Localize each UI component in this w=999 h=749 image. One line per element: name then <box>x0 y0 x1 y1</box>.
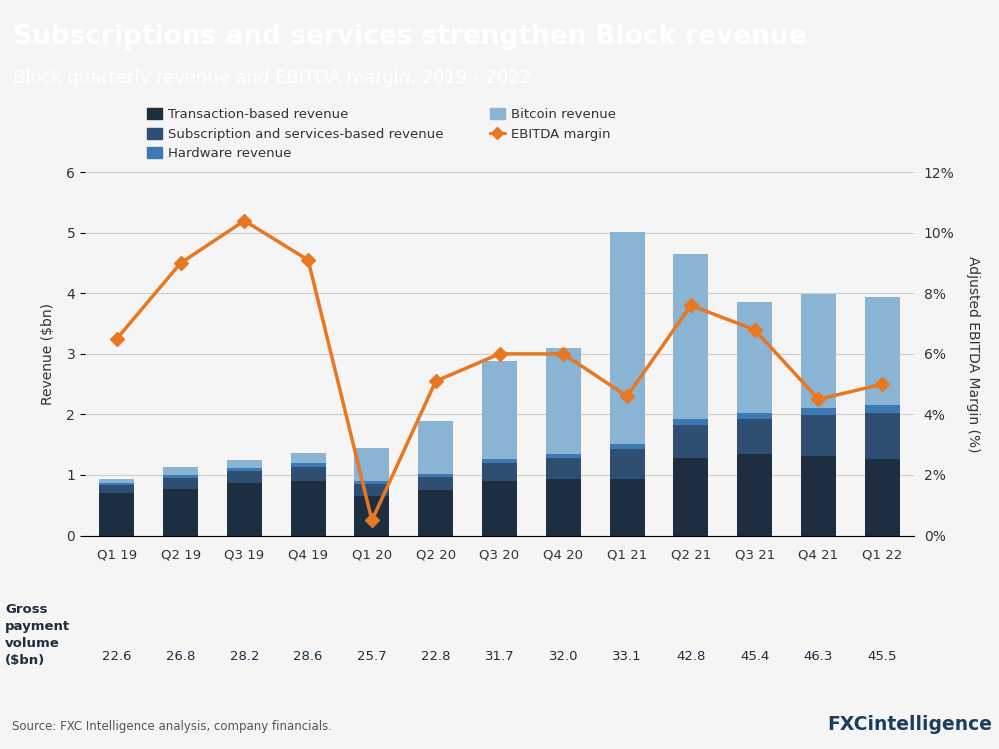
Legend: Transaction-based revenue, Subscription and services-based revenue, Hardware rev: Transaction-based revenue, Subscription … <box>142 103 621 166</box>
Text: 42.8: 42.8 <box>676 650 705 663</box>
Bar <box>291 467 326 481</box>
Text: 45.4: 45.4 <box>740 650 769 663</box>
Bar <box>355 484 390 496</box>
Text: 46.3: 46.3 <box>804 650 833 663</box>
Bar <box>163 475 198 478</box>
Text: 31.7: 31.7 <box>485 650 514 663</box>
Text: 28.2: 28.2 <box>230 650 259 663</box>
Bar <box>609 449 644 479</box>
Bar <box>227 483 262 536</box>
Bar <box>482 463 517 481</box>
Text: FXCintelligence: FXCintelligence <box>827 715 992 734</box>
Text: 33.1: 33.1 <box>612 650 642 663</box>
Bar <box>673 254 708 419</box>
Bar <box>227 461 262 467</box>
Bar <box>355 496 390 536</box>
Text: 26.8: 26.8 <box>166 650 195 663</box>
Bar <box>163 467 198 475</box>
Bar <box>737 413 772 419</box>
Y-axis label: Revenue ($bn): Revenue ($bn) <box>41 303 55 405</box>
Bar <box>99 485 134 493</box>
Bar <box>801 455 836 536</box>
Text: 32.0: 32.0 <box>548 650 578 663</box>
Bar <box>355 449 390 481</box>
Bar <box>482 459 517 463</box>
Bar <box>865 405 900 413</box>
Text: Subscriptions and services strengthen Block revenue: Subscriptions and services strengthen Bl… <box>13 24 806 49</box>
Bar <box>673 425 708 458</box>
Text: 22.6: 22.6 <box>102 650 132 663</box>
Bar <box>609 479 644 536</box>
Bar <box>865 297 900 405</box>
Bar <box>673 458 708 536</box>
Bar <box>801 407 836 415</box>
Bar <box>291 452 326 464</box>
Bar <box>419 420 454 474</box>
Bar <box>545 458 580 479</box>
Bar <box>801 415 836 455</box>
Bar <box>737 303 772 413</box>
Bar <box>163 489 198 536</box>
Bar <box>419 477 454 490</box>
Bar <box>737 419 772 454</box>
Bar <box>609 444 644 449</box>
Bar <box>545 455 580 458</box>
Text: FXC: FXC <box>0 748 1 749</box>
Text: intelligence®: intelligence® <box>0 748 1 749</box>
Text: 22.8: 22.8 <box>421 650 451 663</box>
Bar <box>355 481 390 484</box>
Bar <box>227 467 262 471</box>
Text: 28.6: 28.6 <box>294 650 323 663</box>
Bar <box>737 454 772 536</box>
Bar <box>865 413 900 458</box>
Text: 45.5: 45.5 <box>867 650 897 663</box>
Bar <box>99 479 134 483</box>
Bar <box>609 231 644 444</box>
Bar <box>801 294 836 407</box>
Bar <box>227 471 262 483</box>
Text: Gross
payment
volume
($bn): Gross payment volume ($bn) <box>5 603 70 667</box>
Bar <box>545 479 580 536</box>
Text: Source: FXC Intelligence analysis, company financials.: Source: FXC Intelligence analysis, compa… <box>12 720 332 733</box>
Text: 25.7: 25.7 <box>357 650 387 663</box>
Bar <box>673 419 708 425</box>
Bar <box>482 360 517 459</box>
Text: Block quarterly revenue and EBITDA margin, 2019 - 2022: Block quarterly revenue and EBITDA margi… <box>13 69 531 87</box>
Bar <box>419 490 454 536</box>
Bar <box>545 348 580 455</box>
Bar <box>482 481 517 536</box>
Bar <box>291 464 326 467</box>
Y-axis label: Adjusted EBITDA Margin (%): Adjusted EBITDA Margin (%) <box>966 255 980 452</box>
Bar <box>99 483 134 485</box>
Bar <box>419 474 454 477</box>
Bar <box>163 478 198 489</box>
Bar <box>865 458 900 536</box>
Bar <box>99 493 134 536</box>
Bar <box>291 481 326 536</box>
